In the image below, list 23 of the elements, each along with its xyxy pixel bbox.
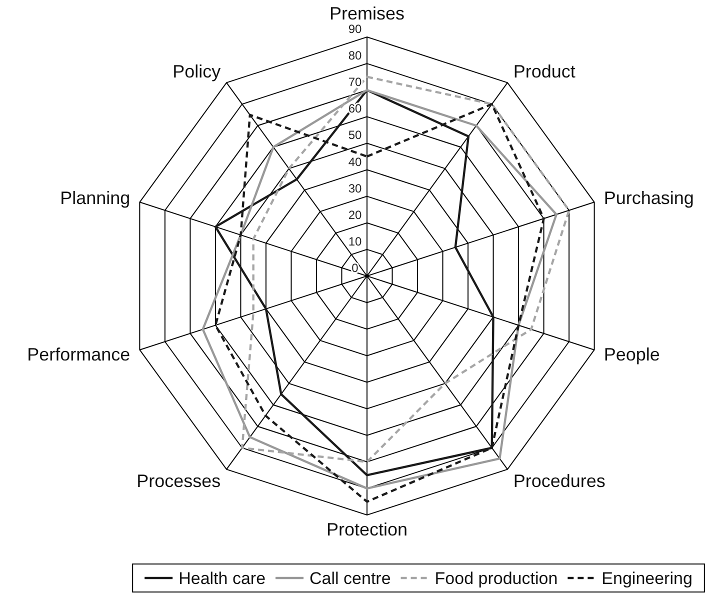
legend-label: Health care <box>178 568 266 588</box>
y-tick-label: 80 <box>348 48 362 63</box>
y-tick-label: 10 <box>348 234 362 248</box>
spoke-label: Procedures <box>513 470 606 491</box>
y-tick-label: 0 <box>352 261 359 275</box>
spoke-label: Policy <box>172 62 221 82</box>
spoke-label: Performance <box>27 344 130 364</box>
legend-label: Call centre <box>310 568 391 588</box>
y-tick-label: 70 <box>348 75 362 90</box>
spoke-label: Product <box>513 62 576 82</box>
spoke-label: Processes <box>136 470 221 491</box>
spoke-label: Premises <box>329 3 405 24</box>
y-tick-label: 50 <box>348 128 362 142</box>
spoke-label: Protection <box>326 519 408 540</box>
y-tick-label: 90 <box>348 22 362 36</box>
y-tick-label: 20 <box>348 208 362 222</box>
legend-label: Engineering <box>602 568 692 588</box>
y-tick-label: 40 <box>348 154 362 169</box>
legend-label: Food production <box>434 568 558 588</box>
spoke-label: Planning <box>60 188 130 208</box>
y-tick-label: 30 <box>348 181 362 196</box>
spoke-label: Purchasing <box>604 188 694 208</box>
spoke-label: People <box>604 344 660 364</box>
